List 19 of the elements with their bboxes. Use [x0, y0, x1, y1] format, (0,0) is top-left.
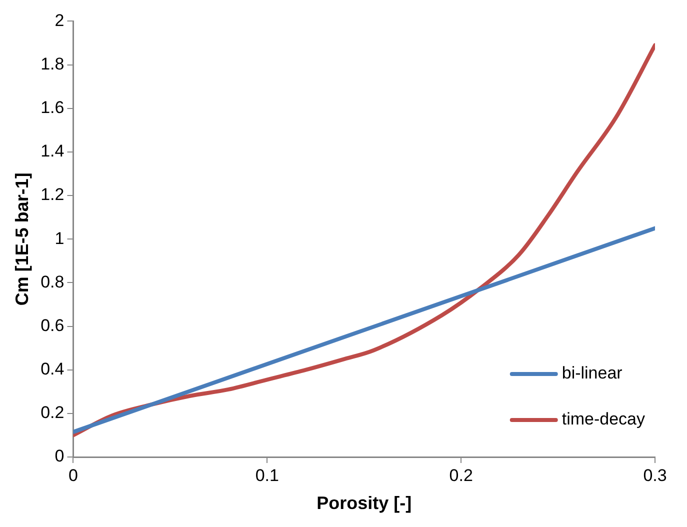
y-tick-label: 0.4 [40, 360, 64, 379]
legend-label: bi-linear [562, 364, 623, 383]
x-tick-label: 0.1 [255, 466, 279, 485]
x-axis-title: Porosity [-] [316, 493, 412, 514]
y-tick-label: 1.8 [40, 54, 64, 74]
y-tick-label: 1.6 [40, 98, 64, 118]
y-tick-label: 2 [54, 10, 64, 30]
y-tick-label: 0 [54, 446, 64, 466]
y-tick-label: 1.4 [40, 142, 64, 161]
y-tick-label: 0.8 [40, 272, 64, 292]
x-tick-label: 0 [68, 466, 78, 485]
x-tick-label: 0.2 [449, 466, 473, 485]
legend-label: time-decay [562, 410, 646, 429]
y-axis-title: Cm [1E-5 bar-1] [12, 172, 32, 306]
x-tick-label: 0.3 [643, 466, 667, 485]
y-tick-label: 1.2 [40, 185, 64, 204]
y-tick-label: 1 [54, 228, 64, 248]
y-tick-label: 0.2 [40, 403, 64, 422]
y-tick-label: 0.6 [40, 316, 64, 335]
